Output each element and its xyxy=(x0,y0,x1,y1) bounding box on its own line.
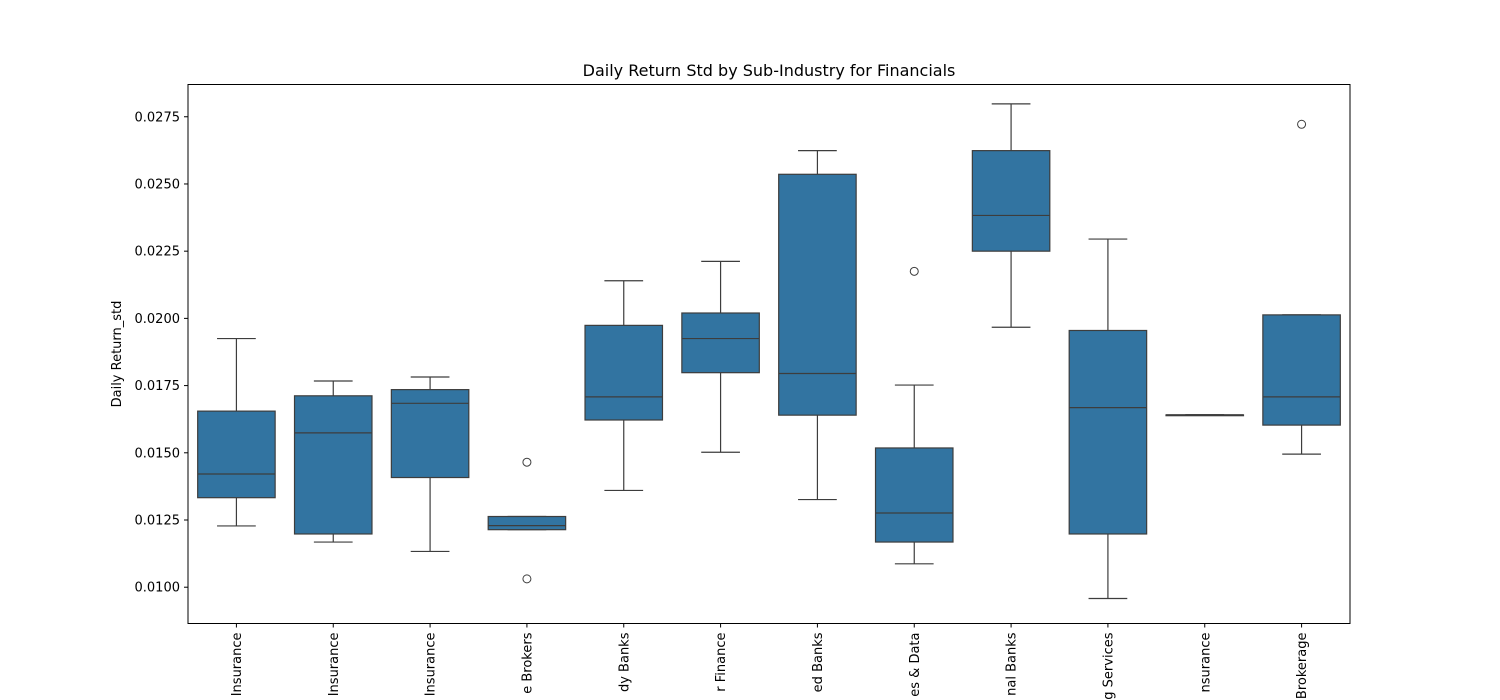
box-body xyxy=(293,395,373,535)
x-tick-label: Brokerage xyxy=(1295,633,1310,700)
box-body xyxy=(681,312,760,374)
box-body xyxy=(971,150,1051,252)
outlier-point xyxy=(1297,119,1307,129)
y-tick-label: 0.0175 xyxy=(135,379,181,394)
box-7 xyxy=(778,150,857,501)
y-axis: 0.0100 0.0125 0.0150 0.0175 0.0200 0.0225 0.02… xyxy=(135,110,188,596)
box-9 xyxy=(971,103,1051,328)
box-5 xyxy=(584,280,664,492)
box-6 xyxy=(681,260,760,453)
box-body xyxy=(778,173,857,416)
x-tick-label: e Brokers xyxy=(520,632,535,693)
box-group xyxy=(197,103,1341,600)
x-tick-label: ed Banks xyxy=(811,632,826,692)
x-tick-label: Insurance xyxy=(230,632,245,696)
x-tick-label: Insurance xyxy=(327,632,342,696)
plot-area-frame xyxy=(187,84,1351,624)
y-tick-label: 0.0250 xyxy=(135,177,181,192)
box-4 xyxy=(487,457,567,584)
box-8 xyxy=(874,266,954,565)
box-body xyxy=(390,389,470,479)
box-10 xyxy=(1068,238,1148,600)
box-11 xyxy=(1165,414,1245,417)
x-tick-label: nsurance xyxy=(1198,633,1213,693)
y-tick-label: 0.0275 xyxy=(135,110,181,125)
outlier-point xyxy=(522,457,532,467)
box-1 xyxy=(197,337,276,527)
y-axis-label: Daily Return_std xyxy=(110,301,125,408)
chart-title: Daily Return Std by Sub-Industry for Fin… xyxy=(583,61,956,80)
x-tick-label: Insurance xyxy=(424,632,439,696)
box-body xyxy=(584,324,664,421)
outlier-point xyxy=(909,266,919,276)
x-tick-label: nal Banks xyxy=(1005,632,1020,696)
y-tick-label: 0.0200 xyxy=(135,312,181,327)
box-body xyxy=(487,515,567,531)
y-tick-label: 0.0100 xyxy=(135,581,181,596)
outlier-point xyxy=(522,574,532,584)
x-tick-label: g Services xyxy=(1101,632,1116,699)
x-axis: Insurance Insurance Insurance e Brokers dy B… xyxy=(230,623,1310,700)
y-tick-label: 0.0125 xyxy=(135,514,181,529)
box-12 xyxy=(1262,119,1341,455)
box-2 xyxy=(293,380,373,543)
box-body xyxy=(874,447,954,543)
box-body xyxy=(1068,329,1148,535)
y-tick-label: 0.0150 xyxy=(135,446,181,461)
box-body xyxy=(197,410,276,499)
y-tick-label: 0.0225 xyxy=(135,245,181,260)
box-body xyxy=(1262,314,1341,426)
x-tick-label: dy Banks xyxy=(617,632,632,692)
box-3 xyxy=(390,376,470,553)
x-tick-label: es & Data xyxy=(908,633,923,697)
x-tick-label: r Finance xyxy=(714,633,729,692)
